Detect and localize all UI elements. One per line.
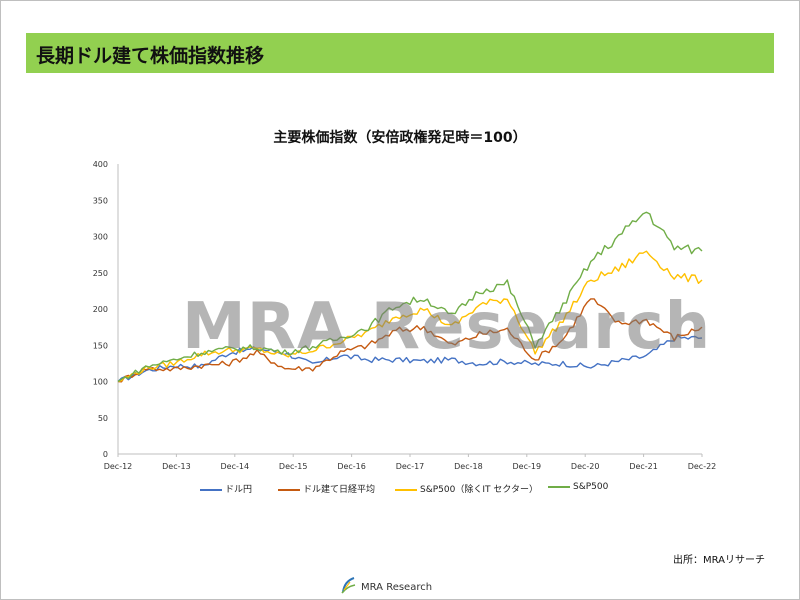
y-tick-label: 250 <box>93 269 108 278</box>
series-line <box>117 334 703 383</box>
legend-item: S&P500（除くIT セクター） <box>395 482 538 495</box>
legend-item: ドル円 <box>200 482 252 495</box>
series-line <box>117 211 703 383</box>
y-tick-label: 300 <box>93 233 108 242</box>
legend-swatch <box>548 485 570 488</box>
series-line <box>117 298 703 383</box>
legend-item: ドル建て日経平均 <box>278 482 375 495</box>
x-tick-label: Dec-22 <box>688 462 717 471</box>
x-tick-label: Dec-19 <box>513 462 542 471</box>
x-tick-label: Dec-18 <box>454 462 483 471</box>
title-bar: 長期ドル建て株価指数推移 <box>26 33 774 73</box>
logo-mark-icon <box>341 577 356 594</box>
y-tick-label: 50 <box>98 414 108 423</box>
legend-item: S&P500 <box>548 482 608 492</box>
x-tick-label: Dec-20 <box>571 462 600 471</box>
legend-swatch <box>200 488 222 491</box>
y-tick-label: 150 <box>93 341 108 350</box>
legend-label: S&P500（除くIT セクター） <box>420 485 538 495</box>
y-tick-label: 350 <box>93 196 108 205</box>
watermark: MRA Research <box>182 290 712 364</box>
y-tick-label: 0 <box>103 450 108 459</box>
chart-axes: 0 50 100 150 200 250 300 350 400 Dec-12 Dec-13 Dec-… <box>93 160 717 471</box>
legend-label: ドル円 <box>225 485 253 495</box>
series-line <box>117 250 703 383</box>
chart-series <box>117 211 703 383</box>
legend-label: S&P500 <box>573 482 609 492</box>
x-tick-label: Dec-16 <box>337 462 366 471</box>
legend-label: ドル建て日経平均 <box>303 485 376 495</box>
x-tick-label: Dec-13 <box>162 462 191 471</box>
source-note: 出所：MRAリサーチ <box>673 555 766 566</box>
logo-text: MRA Research <box>361 582 433 593</box>
x-tick-label: Dec-15 <box>279 462 308 471</box>
x-tick-label: Dec-21 <box>629 462 658 471</box>
y-tick-label: 100 <box>93 378 108 387</box>
y-tick-label: 200 <box>93 305 108 314</box>
x-tick-label: Dec-17 <box>396 462 425 471</box>
x-tick-label: Dec-12 <box>104 462 133 471</box>
page-title: 長期ドル建て株価指数推移 <box>36 45 265 67</box>
chart-title: 主要株価指数（安倍政権発足時＝100） <box>273 130 527 146</box>
legend-swatch <box>395 488 417 491</box>
x-tick-label: Dec-14 <box>221 462 250 471</box>
y-tick-label: 400 <box>93 160 108 169</box>
legend-swatch <box>278 488 300 491</box>
